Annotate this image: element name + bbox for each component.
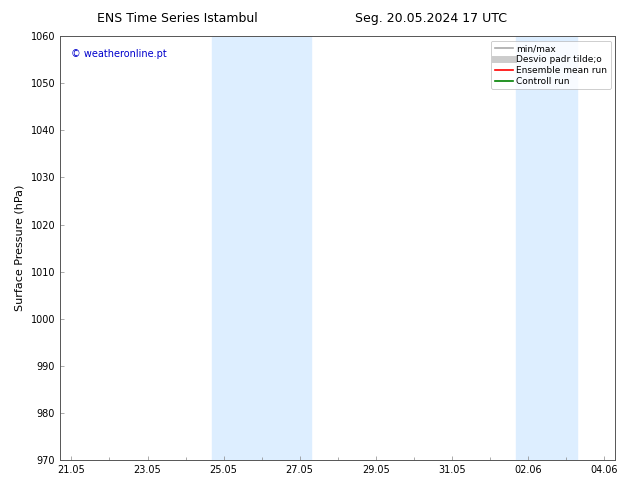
Bar [212,36,311,460]
Y-axis label: Surface Pressure (hPa): Surface Pressure (hPa) [15,185,25,311]
Text: Seg. 20.05.2024 17 UTC: Seg. 20.05.2024 17 UTC [355,12,507,25]
Legend: min/max, Desvio padr tilde;o, Ensemble mean run, Controll run: min/max, Desvio padr tilde;o, Ensemble m… [491,41,611,89]
Text: ENS Time Series Istambul: ENS Time Series Istambul [97,12,258,25]
Text: © weatheronline.pt: © weatheronline.pt [71,49,167,59]
Bar [517,36,578,460]
